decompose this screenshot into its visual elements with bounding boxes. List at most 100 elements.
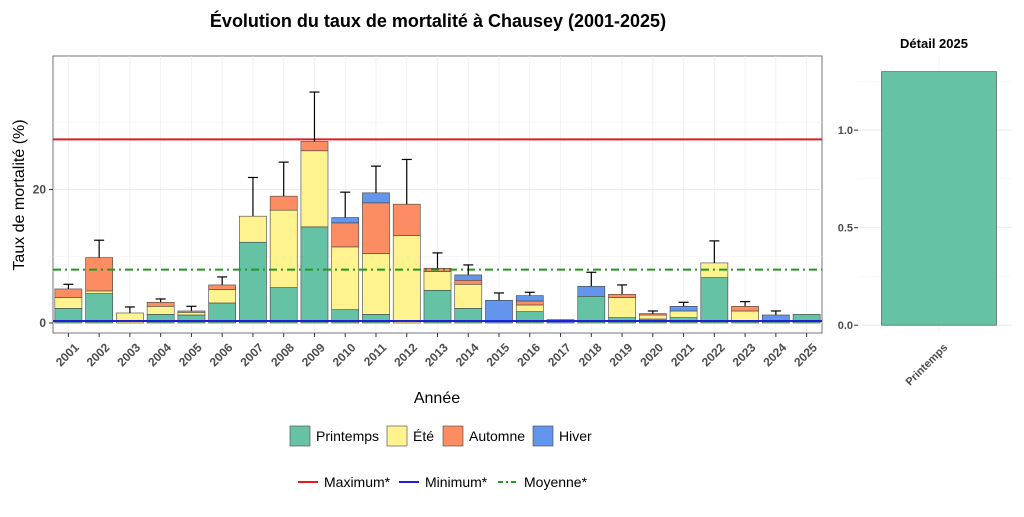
x-tick-label: 2004 — [145, 340, 174, 369]
x-tick-label: 2016 — [514, 340, 543, 369]
error-bars — [63, 91, 781, 315]
side-y-tick-label: 0.0 — [838, 320, 853, 332]
x-tick-label: 2007 — [238, 340, 267, 369]
legend-line-label: Maximum* — [324, 474, 391, 490]
bar-segment — [608, 293, 636, 298]
x-tick-label: 2018 — [576, 340, 605, 369]
bar-segment — [362, 202, 390, 254]
x-tick-label: 2024 — [760, 340, 789, 369]
bar-segment — [638, 313, 667, 316]
bar-segment — [331, 222, 360, 248]
y-axis-label: Taux de mortalité (%) — [11, 119, 28, 270]
bar-segment — [208, 302, 237, 324]
bar-segment — [423, 271, 452, 291]
bar-segment — [608, 297, 636, 318]
series-legend: Printemps Été Automne Hiver — [289, 425, 592, 447]
bar-segment — [392, 203, 421, 236]
bar-segment — [300, 141, 329, 152]
side-bar — [881, 71, 997, 326]
bar-segment — [177, 312, 206, 316]
x-tick-label: 2017 — [545, 340, 574, 369]
bar-segment — [146, 301, 175, 307]
x-tick-label: 2021 — [668, 340, 697, 369]
bar-segment — [208, 284, 237, 290]
x-tick-label: 2006 — [207, 340, 236, 369]
bar-segment — [362, 253, 390, 315]
bar-segment — [54, 297, 83, 309]
x-tick-label: 2020 — [637, 340, 666, 369]
bar-segment — [423, 289, 452, 324]
bar-segment — [85, 257, 113, 292]
x-tick-label: 2005 — [176, 340, 205, 369]
legend-swatch — [532, 425, 554, 447]
x-tick-label: 2010 — [330, 340, 359, 369]
legend-swatch — [289, 425, 311, 447]
bar-segment — [577, 295, 606, 324]
bar-segment — [515, 295, 544, 302]
bar-segment — [454, 274, 483, 281]
bar-segment — [577, 285, 606, 297]
reference-line-legend: Maximum* Minimum* Moyenne* — [298, 474, 588, 490]
y-tick-label: 20 — [33, 182, 47, 196]
bar-segment — [700, 277, 729, 324]
x-tick-label: 2025 — [791, 340, 820, 369]
legend-label: Printemps — [316, 428, 379, 444]
bar-segment — [485, 299, 513, 324]
bar-segment — [331, 246, 360, 310]
legend-swatch — [442, 425, 464, 447]
x-tick-label: 2014 — [453, 340, 482, 369]
x-tick-label: 2011 — [361, 340, 390, 369]
bar-segment — [515, 300, 544, 306]
legend-label: Automne — [469, 428, 525, 444]
x-axis-label: Année — [414, 390, 460, 407]
legend-label: Été — [413, 428, 434, 444]
bar-segment — [792, 314, 821, 324]
bar-segment — [669, 310, 698, 318]
chart-title: Évolution du taux de mortalité à Chausey… — [210, 10, 666, 31]
bar-segment — [300, 226, 329, 324]
bar-segment — [392, 235, 421, 324]
x-tick-label: 2012 — [391, 340, 420, 369]
bar-segment — [54, 288, 83, 298]
side-chart-title: Détail 2025 — [900, 36, 968, 51]
bar-segment — [177, 310, 206, 313]
reference-lines — [53, 138, 822, 322]
bar-segment — [731, 306, 759, 312]
bar-segment — [454, 283, 483, 309]
bar-segment — [208, 289, 237, 304]
bar-segment — [85, 293, 113, 324]
bar-segment — [300, 150, 329, 228]
bar-segment — [85, 290, 113, 294]
x-tick-label: 2013 — [422, 340, 451, 369]
bar-segment — [269, 195, 298, 211]
bar-segment — [331, 217, 360, 224]
x-tick-label: 2008 — [268, 340, 297, 369]
legend-swatch — [386, 425, 408, 447]
side-x-tick-label: Printemps — [904, 342, 951, 389]
y-tick-label: 0 — [39, 316, 46, 330]
bar-segment — [269, 287, 298, 324]
x-tick-label: 2022 — [699, 340, 728, 369]
bar-segment — [269, 209, 298, 288]
bar-segment — [669, 306, 698, 312]
side-y-tick-label: 0.5 — [838, 223, 853, 235]
x-tick-label: 2009 — [299, 340, 328, 369]
x-tick-label: 2001 — [53, 340, 82, 369]
x-tick-label: 2019 — [607, 340, 636, 369]
legend-line-label: Minimum* — [425, 474, 488, 490]
bar-segment — [454, 279, 483, 285]
side-y-tick-label: 1.0 — [838, 125, 853, 137]
legend-label: Hiver — [559, 428, 592, 444]
bar-segment — [146, 306, 175, 315]
x-tick-label: 2023 — [730, 340, 759, 369]
x-tick-label: 2002 — [84, 340, 113, 369]
side-bars — [881, 71, 997, 326]
bar-segment — [239, 241, 267, 324]
bar-segment — [638, 314, 667, 320]
bar-segment — [515, 304, 544, 312]
bar-segment — [362, 192, 390, 204]
bar-segment — [239, 215, 267, 243]
legend-line-label: Moyenne* — [524, 474, 588, 490]
